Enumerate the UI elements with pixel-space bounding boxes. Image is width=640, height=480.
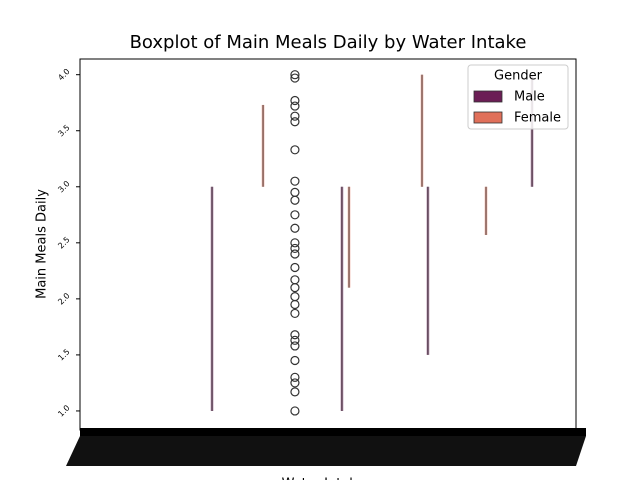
x-tick-labels-overlap [80, 428, 586, 436]
outlier [290, 111, 300, 121]
outlier [290, 275, 300, 285]
outlier [290, 330, 300, 340]
outlier [290, 262, 300, 273]
legend-title: Gender [494, 69, 543, 84]
outlier [290, 378, 300, 388]
outlier [290, 299, 300, 310]
y-tick-label: 3.5 [56, 123, 71, 138]
legend-label: Male [514, 90, 545, 105]
box [210, 186, 214, 411]
outlier [290, 176, 300, 186]
box [261, 104, 265, 187]
outlier [290, 145, 300, 155]
outlier [290, 210, 300, 220]
outlier [290, 292, 300, 302]
outlier [290, 308, 300, 319]
legend-swatch [473, 90, 503, 103]
box [484, 186, 488, 235]
box [340, 186, 344, 411]
x-tick-labels-overlap [66, 436, 586, 466]
outlier [290, 341, 300, 351]
box [347, 186, 351, 288]
outlier [290, 238, 300, 248]
y-tick-label: 1.0 [56, 403, 71, 418]
legend-label: Female [514, 111, 561, 126]
outlier [290, 95, 300, 106]
y-tick-label: 1.5 [56, 347, 71, 362]
outlier [290, 187, 300, 197]
box [530, 74, 534, 187]
outlier [290, 335, 300, 345]
y-tick-label: 3.0 [56, 179, 71, 194]
outlier [290, 195, 300, 205]
legend-swatch [473, 111, 503, 124]
outlier [290, 117, 300, 127]
outlier [290, 223, 300, 233]
chart-title: Boxplot of Main Meals Daily by Water Int… [130, 32, 527, 53]
outlier [290, 243, 300, 254]
outlier [290, 249, 300, 259]
box [420, 74, 424, 187]
y-tick-label: 2.0 [56, 291, 71, 306]
outlier [290, 70, 300, 80]
outlier [290, 406, 300, 416]
box [426, 186, 430, 355]
y-axis-label: Main Meals Daily [35, 189, 50, 299]
outlier [290, 372, 300, 382]
outlier [290, 387, 300, 397]
plot-frame [79, 58, 577, 431]
outlier [290, 73, 300, 83]
y-tick-label: 4.0 [56, 67, 71, 82]
x-axis-label: Water Intake [282, 477, 365, 480]
y-tick-label: 2.5 [56, 235, 71, 250]
outlier [290, 283, 300, 293]
outlier [290, 101, 300, 111]
outlier [290, 355, 300, 366]
